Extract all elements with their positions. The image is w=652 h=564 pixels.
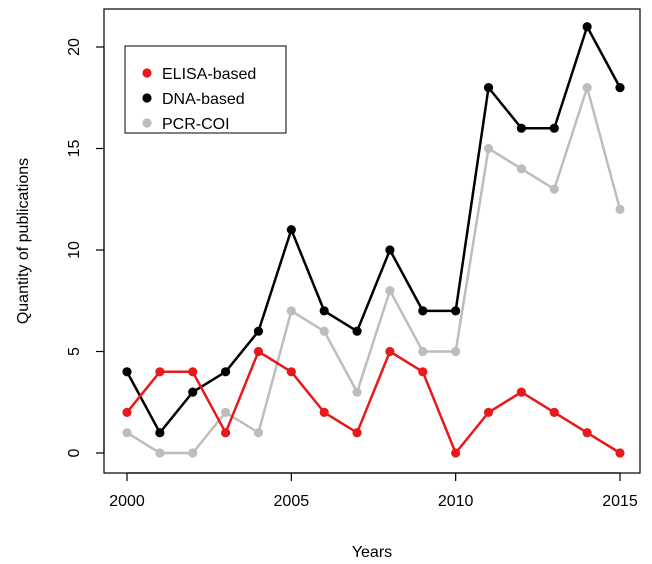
data-point bbox=[286, 225, 296, 235]
data-point bbox=[188, 387, 198, 397]
series-line bbox=[125, 25, 622, 434]
data-point bbox=[549, 184, 559, 194]
y-tick-label: 10 bbox=[66, 241, 83, 259]
data-point bbox=[385, 245, 395, 255]
data-point bbox=[221, 428, 231, 438]
data-point bbox=[483, 407, 494, 417]
data-point bbox=[615, 204, 625, 214]
legend-label: ELISA-based bbox=[162, 66, 256, 83]
data-point bbox=[319, 407, 329, 417]
data-point bbox=[253, 346, 264, 357]
data-point bbox=[516, 164, 527, 174]
data-point bbox=[582, 428, 592, 438]
legend: ELISA-based DNA-based PCR-COI bbox=[124, 45, 287, 134]
data-point bbox=[122, 367, 132, 377]
data-point bbox=[155, 428, 165, 438]
series-pcr-coi bbox=[122, 83, 625, 458]
data-point bbox=[122, 407, 132, 417]
series-dna-based bbox=[122, 22, 625, 438]
y-tick-label: 15 bbox=[66, 140, 83, 158]
x-axis: 2000 2005 2010 2015 bbox=[109, 472, 638, 510]
data-point bbox=[582, 83, 592, 93]
data-point bbox=[615, 83, 625, 93]
legend-label: DNA-based bbox=[162, 91, 245, 108]
series-line bbox=[126, 86, 622, 455]
legend-label: PCR-COI bbox=[162, 116, 230, 133]
data-point bbox=[516, 387, 527, 397]
data-point bbox=[451, 306, 461, 316]
data-point bbox=[483, 143, 494, 154]
data-point bbox=[253, 428, 264, 438]
data-point bbox=[418, 306, 428, 316]
data-point bbox=[221, 407, 231, 417]
data-point bbox=[516, 123, 527, 133]
y-axis: 0 5 10 15 20 bbox=[66, 38, 105, 457]
data-point bbox=[615, 448, 625, 458]
data-point bbox=[286, 367, 296, 377]
x-tick-label: 2000 bbox=[109, 493, 145, 510]
x-axis-title: Years bbox=[352, 544, 392, 561]
y-tick-label: 20 bbox=[66, 38, 83, 56]
data-point bbox=[155, 367, 165, 377]
data-point bbox=[188, 448, 198, 458]
y-tick-label: 0 bbox=[66, 448, 83, 457]
series-layer bbox=[122, 22, 625, 458]
x-tick-label: 2015 bbox=[602, 493, 638, 510]
legend-box bbox=[124, 45, 287, 134]
data-point bbox=[352, 326, 362, 336]
data-point bbox=[418, 346, 428, 357]
data-point bbox=[385, 286, 395, 296]
data-point bbox=[582, 22, 592, 32]
data-point bbox=[352, 387, 362, 397]
data-point bbox=[549, 123, 559, 133]
data-point bbox=[451, 346, 461, 357]
data-point bbox=[549, 407, 559, 417]
data-point bbox=[286, 306, 296, 316]
series-elisa-based bbox=[122, 346, 625, 458]
data-point bbox=[483, 83, 494, 93]
legend-marker bbox=[142, 118, 152, 128]
data-point bbox=[155, 448, 165, 458]
series-line bbox=[126, 350, 621, 455]
x-tick-label: 2010 bbox=[438, 493, 474, 510]
data-point bbox=[352, 428, 362, 438]
y-tick-label: 5 bbox=[66, 347, 83, 356]
data-point bbox=[188, 367, 198, 377]
legend-marker bbox=[142, 68, 152, 78]
data-point bbox=[253, 326, 264, 336]
data-point bbox=[319, 306, 329, 316]
data-point bbox=[451, 448, 461, 458]
data-point bbox=[319, 326, 329, 336]
data-point bbox=[385, 346, 395, 357]
data-point bbox=[418, 367, 428, 377]
y-axis-title: Quantity of publications bbox=[15, 158, 32, 324]
legend-marker bbox=[142, 93, 152, 103]
x-tick-label: 2005 bbox=[274, 493, 310, 510]
data-point bbox=[221, 367, 231, 377]
data-point bbox=[122, 428, 132, 438]
